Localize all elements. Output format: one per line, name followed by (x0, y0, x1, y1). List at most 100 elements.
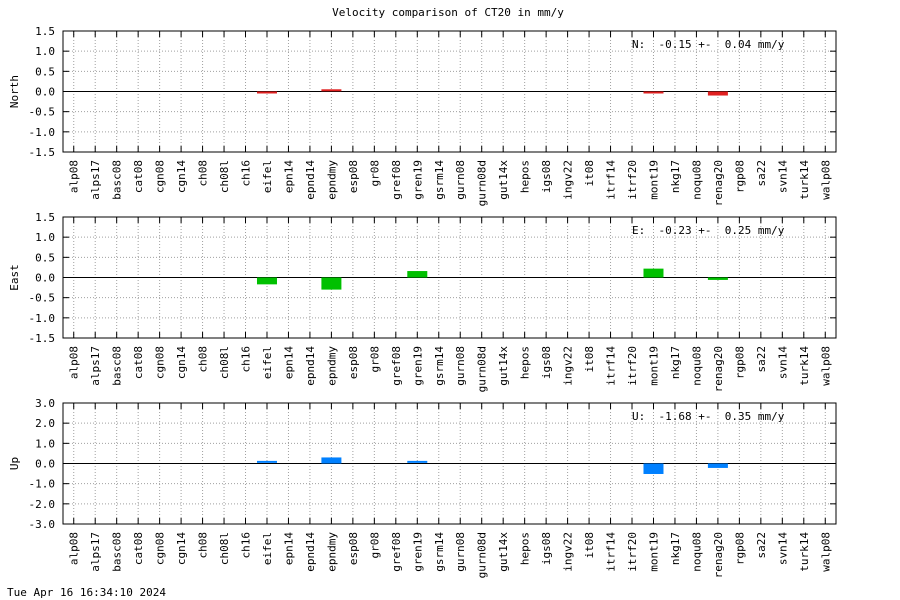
x-tick-label: rgp08 (733, 346, 746, 379)
bar-epndmy (321, 457, 342, 464)
x-tick-label: rgp08 (733, 160, 746, 193)
y-tick-label: -1.0 (29, 478, 56, 491)
x-tick-label: ch08l (218, 346, 231, 379)
bar-mont19 (643, 463, 664, 474)
x-tick-label: cgn08 (154, 346, 167, 379)
x-tick-label: hepos (519, 160, 532, 193)
x-tick-label: alps17 (89, 160, 102, 200)
stat-annotation: E: -0.23 +- 0.25 mm/y (632, 224, 785, 237)
stat-annotation: N: -0.15 +- 0.04 mm/y (632, 38, 785, 51)
x-tick-label: epn14 (282, 532, 295, 565)
y-tick-label: -1.0 (29, 126, 56, 139)
y-tick-label: 3.0 (35, 397, 55, 410)
x-tick-label: itrf14 (605, 160, 618, 200)
x-tick-label: epnd14 (304, 346, 317, 386)
bar-mont19 (643, 91, 664, 94)
y-tick-label: 1.5 (35, 211, 55, 224)
y-tick-label: 0.0 (35, 458, 55, 471)
x-tick-label: mont19 (647, 532, 660, 572)
x-tick-label: itrf20 (626, 160, 639, 200)
x-tick-label: gref08 (390, 160, 403, 200)
x-tick-label: ch08 (197, 346, 210, 373)
y-axis-label: Up (8, 457, 21, 470)
x-tick-label: turk14 (798, 532, 811, 572)
y-tick-label: -0.5 (29, 106, 56, 119)
bar-renag20 (707, 277, 728, 280)
x-tick-label: noqu08 (690, 532, 703, 572)
x-tick-label: gut14x (497, 346, 510, 386)
x-tick-label: nkg17 (669, 346, 682, 379)
y-tick-label: -1.5 (29, 146, 56, 159)
x-tick-label: nkg17 (669, 160, 682, 193)
x-tick-label: igs08 (540, 346, 553, 379)
chart-title: Velocity comparison of CT20 in mm/y (332, 6, 564, 19)
y-tick-label: -1.0 (29, 312, 56, 325)
x-tick-label: it08 (583, 346, 596, 373)
x-tick-label: cgn08 (154, 532, 167, 565)
y-tick-label: -2.0 (29, 498, 56, 511)
bar-eifel (256, 277, 277, 285)
x-tick-label: gut14x (497, 160, 510, 200)
x-tick-label: epnd14 (304, 532, 317, 572)
x-tick-label: ch08 (197, 160, 210, 187)
x-tick-label: cat08 (132, 532, 145, 565)
x-tick-label: basc08 (111, 532, 124, 572)
x-tick-label: igs08 (540, 160, 553, 193)
x-tick-label: itrf20 (626, 346, 639, 386)
bar-eifel (256, 91, 277, 94)
x-tick-label: gurn08 (454, 160, 467, 200)
x-tick-label: eifel (261, 532, 274, 565)
x-tick-label: ch08l (218, 532, 231, 565)
x-tick-label: renag20 (712, 346, 725, 392)
y-tick-label: -0.5 (29, 292, 56, 305)
bar-epndmy (321, 277, 342, 290)
x-tick-label: gsrm14 (433, 346, 446, 386)
y-tick-label: -3.0 (29, 518, 56, 531)
bar-epndmy (321, 89, 342, 92)
x-tick-label: epn14 (282, 160, 295, 193)
x-tick-label: turk14 (798, 346, 811, 386)
x-tick-label: ch08 (197, 532, 210, 559)
x-tick-label: it08 (583, 160, 596, 187)
x-tick-label: gr08 (368, 346, 381, 373)
x-tick-label: hepos (519, 346, 532, 379)
y-tick-label: 0.0 (35, 86, 55, 99)
x-tick-label: ingv22 (562, 346, 575, 386)
bar-renag20 (707, 91, 728, 96)
chart-panels: -1.5 -1.0 -0.5 0.0 0.5 1.0 1.5 alp08 alps17 basc0… (8, 25, 837, 578)
y-tick-label: -1.5 (29, 332, 56, 345)
x-tick-label: gurn08 (454, 532, 467, 572)
x-tick-label: svn14 (776, 532, 789, 565)
x-tick-label: esp08 (347, 532, 360, 565)
x-tick-label: walp08 (819, 346, 832, 386)
y-tick-label: 1.0 (35, 437, 55, 450)
x-tick-label: gsrm14 (433, 532, 446, 572)
y-tick-label: 1.5 (35, 25, 55, 38)
x-tick-label: it08 (583, 532, 596, 559)
x-tick-label: ch16 (240, 346, 253, 373)
x-tick-label: renag20 (712, 532, 725, 578)
x-tick-label: esp08 (347, 346, 360, 379)
x-tick-label: sa22 (755, 532, 768, 559)
x-tick-label: ingv22 (562, 160, 575, 200)
x-tick-label: gsrm14 (433, 160, 446, 200)
bar-eifel (256, 460, 277, 463)
x-tick-label: mont19 (647, 346, 660, 386)
x-tick-label: ch16 (240, 160, 253, 187)
x-tick-label: itrf20 (626, 532, 639, 572)
y-tick-label: 1.0 (35, 231, 55, 244)
x-tick-label: gr08 (368, 160, 381, 187)
x-tick-label: basc08 (111, 160, 124, 200)
y-tick-label: 2.0 (35, 417, 55, 430)
x-tick-label: mont19 (647, 160, 660, 200)
x-tick-label: alps17 (89, 532, 102, 572)
x-tick-label: cgn08 (154, 160, 167, 193)
x-tick-label: itrf14 (605, 346, 618, 386)
x-tick-label: rgp08 (733, 532, 746, 565)
x-tick-label: basc08 (111, 346, 124, 386)
x-tick-label: alps17 (89, 346, 102, 386)
x-tick-label: noqu08 (690, 346, 703, 386)
x-tick-label: cgn14 (175, 160, 188, 193)
x-tick-label: ch16 (240, 532, 253, 559)
